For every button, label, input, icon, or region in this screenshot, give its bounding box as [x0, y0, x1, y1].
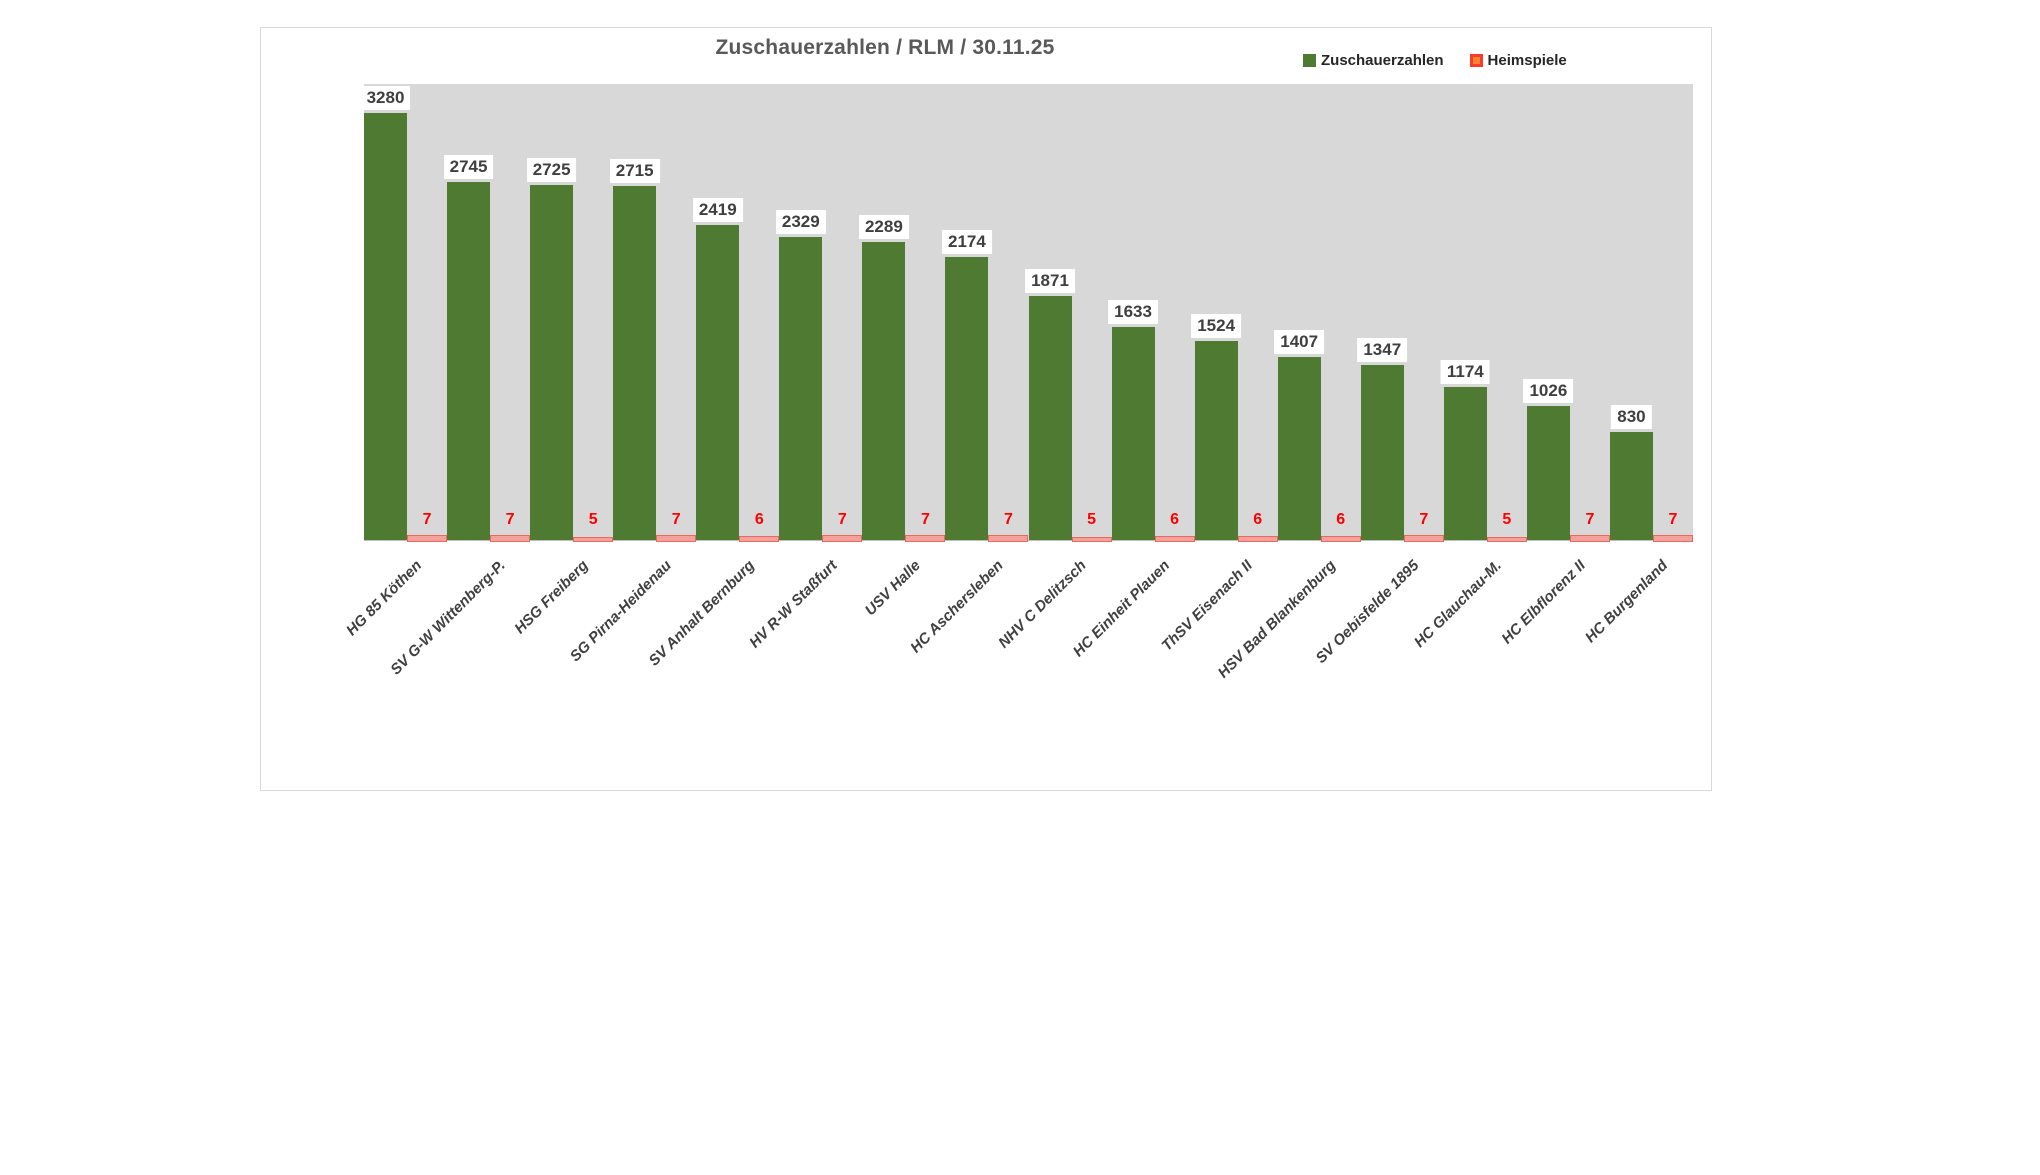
bar-zuschauerzahlen [1111, 327, 1155, 540]
bar-heimspiele [1154, 536, 1195, 542]
bar-heimspiele [1486, 536, 1527, 542]
bar-zuschauerzahlen [1609, 431, 1653, 540]
bar-heimspiele [1071, 536, 1112, 542]
value-label: 1524 [1191, 314, 1242, 339]
count-label: 7 [671, 511, 681, 528]
bar-zuschauerzahlen [613, 186, 657, 540]
value-label: 2174 [942, 229, 992, 254]
count-label: 6 [1253, 511, 1263, 528]
chart-legend: Zuschauerzahlen Heimspiele [1303, 52, 1567, 69]
value-label: 1633 [1108, 300, 1158, 325]
bar-zuschauerzahlen [1526, 406, 1570, 540]
bar-zuschauerzahlen [447, 182, 491, 540]
value-label: 1407 [1274, 329, 1325, 354]
legend-swatch-green-icon [1303, 54, 1316, 67]
bar-heimspiele [822, 535, 863, 542]
category-label: HC Elbflorenz II [1498, 557, 1589, 648]
bar-heimspiele [490, 535, 531, 542]
count-label: 7 [920, 511, 930, 528]
bar-heimspiele [1237, 536, 1278, 542]
bar-heimspiele [1569, 535, 1610, 542]
count-label: 6 [754, 511, 764, 528]
count-label: 7 [1668, 511, 1678, 528]
category-label: USV Halle [861, 557, 924, 620]
value-label: 2725 [526, 158, 577, 182]
count-label: 6 [1336, 511, 1346, 528]
count-label: 7 [1585, 511, 1595, 528]
category-label: HC Glauchau-M. [1411, 557, 1506, 651]
bar-zuschauerzahlen [364, 112, 407, 540]
category-label: HC Aschersleben [907, 557, 1007, 657]
bar-heimspiele [407, 535, 448, 542]
value-label: 2419 [692, 197, 743, 222]
chart-frame: Zuschauerzahlen / RLM / 30.11.25 Zuschau… [260, 27, 1712, 791]
chart-title: Zuschauerzahlen / RLM / 30.11.25 [715, 36, 1055, 59]
category-label: HSG Freiberg [511, 557, 592, 638]
value-label: 2745 [443, 155, 494, 180]
count-label: 5 [1087, 511, 1096, 528]
bar-zuschauerzahlen [779, 236, 823, 540]
category-label: HV R-W Staßfurt [746, 557, 841, 652]
value-label: 2329 [775, 209, 826, 234]
count-label: 7 [837, 511, 847, 528]
count-label: 7 [422, 511, 432, 528]
bar-heimspiele [1320, 536, 1361, 542]
legend-label-zuschauerzahlen: Zuschauerzahlen [1321, 52, 1444, 69]
legend-item-zuschauerzahlen: Zuschauerzahlen [1303, 52, 1444, 69]
value-label: 1026 [1523, 379, 1574, 404]
plot-area: 3280 7 HG 85 Köthen 2745 7 SV G-W Wittenberg-… [343, 84, 1693, 682]
value-label: 830 [1611, 404, 1652, 429]
bar-zuschauerzahlen [1443, 387, 1487, 540]
count-label: 7 [1419, 511, 1429, 528]
category-label: HG 85 Köthen [343, 557, 426, 640]
category-label: ThSV Eisenach II [1158, 557, 1257, 655]
bar-zuschauerzahlen [945, 256, 989, 540]
bar-zuschauerzahlen [1360, 364, 1404, 540]
bar-zuschauerzahlen [1028, 296, 1072, 540]
bar-heimspiele [739, 536, 780, 542]
bar-heimspiele [905, 535, 946, 542]
bar-heimspiele [573, 536, 614, 542]
count-label: 7 [505, 511, 515, 528]
bar-heimspiele [1652, 535, 1693, 542]
value-label: 1174 [1440, 360, 1490, 384]
value-label: 2289 [858, 214, 909, 239]
legend-item-heimspiele: Heimspiele [1469, 52, 1567, 69]
value-label: 3280 [360, 85, 411, 110]
category-label: HC Burgenland [1582, 557, 1672, 647]
category-label: NHV C Delitzsch [995, 557, 1091, 652]
count-label: 6 [1170, 511, 1180, 528]
legend-label-heimspiele: Heimspiele [1487, 52, 1567, 69]
bar-heimspiele [656, 535, 697, 542]
legend-swatch-red-icon [1469, 54, 1483, 67]
bar-heimspiele [988, 535, 1029, 542]
count-label: 5 [588, 511, 598, 528]
bar-zuschauerzahlen [530, 185, 574, 540]
bar-heimspiele [1403, 535, 1444, 542]
bar-zuschauerzahlen [1277, 356, 1321, 540]
value-label: 2715 [609, 159, 660, 184]
value-label: 1347 [1357, 337, 1408, 362]
bar-zuschauerzahlen [696, 224, 740, 540]
count-label: 7 [1004, 511, 1013, 528]
bar-zuschauerzahlen [862, 241, 906, 540]
bar-zuschauerzahlen [1194, 341, 1238, 540]
count-label: 5 [1502, 511, 1512, 528]
value-label: 1871 [1025, 269, 1075, 294]
